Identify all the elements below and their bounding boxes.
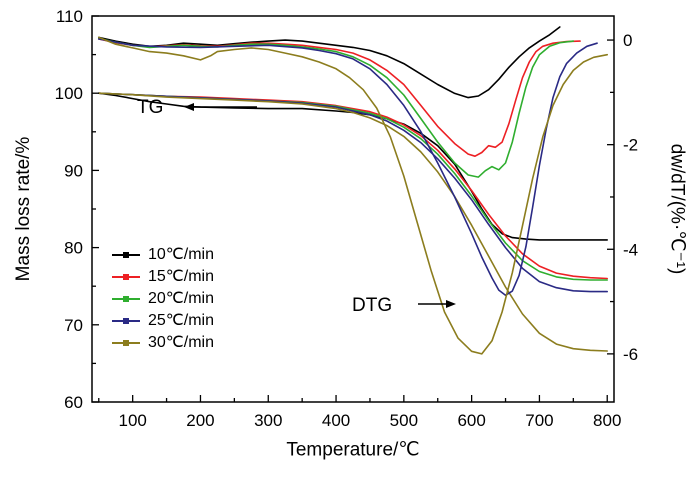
legend-item: 15℃/min (112, 268, 214, 286)
legend-line-marker-icon (112, 338, 140, 348)
y-right-tick-label: -4 (623, 240, 638, 259)
legend-label: 10℃/min (148, 246, 214, 263)
legend-item: 20℃/min (112, 290, 214, 308)
x-tick-label: 100 (118, 411, 146, 430)
x-tick-label: 400 (322, 411, 350, 430)
y-left-tick-label: 90 (64, 161, 83, 180)
annotation-dtg-arrow-head (446, 300, 456, 308)
legend-item: 10℃/min (112, 246, 214, 264)
legend: 10℃/min 15℃/min 20℃/min 25℃/min 30℃/min (112, 246, 214, 352)
series-tg-30 (98, 92, 609, 352)
legend-line-marker-icon (112, 316, 140, 326)
x-axis-label: Temperature/℃ (286, 439, 420, 461)
y-right-tick-label: -2 (623, 136, 638, 155)
x-tick-label: 600 (457, 411, 485, 430)
annotation-dtg-label: DTG (352, 295, 392, 316)
legend-line-marker-icon (112, 272, 140, 282)
series-dtg-20 (98, 37, 575, 178)
legend-item: 30℃/min (112, 334, 214, 352)
x-tick-label: 500 (390, 411, 418, 430)
legend-label: 25℃/min (148, 312, 214, 329)
annotation-tg-arrow-head (184, 103, 194, 111)
y-right-tick-label: -6 (623, 345, 638, 364)
x-tick-label: 800 (593, 411, 621, 430)
legend-label: 15℃/min (148, 268, 214, 285)
x-tick-label: 200 (186, 411, 214, 430)
legend-line-marker-icon (112, 294, 140, 304)
annotation-tg-label: TG (137, 97, 163, 118)
y-left-tick-label: 60 (64, 393, 83, 412)
series-dtg-30 (98, 36, 609, 355)
y-right-tick-label: 0 (623, 31, 632, 50)
legend-item: 25℃/min (112, 312, 214, 330)
y-left-tick-label: 70 (64, 316, 83, 335)
y-left-tick-label: 110 (56, 7, 83, 26)
y-axis-label-left: Mass loss rate/% (13, 136, 34, 282)
legend-label: 20℃/min (148, 290, 214, 307)
x-tick-label: 700 (525, 411, 553, 430)
legend-label: 30℃/min (148, 334, 214, 351)
legend-line-marker-icon (112, 250, 140, 260)
x-tick-label: 300 (254, 411, 282, 430)
series-dtg-10 (98, 26, 561, 99)
y-left-tick-label: 80 (64, 239, 83, 258)
y-left-tick-label: 100 (55, 84, 83, 103)
series-dtg-25 (98, 38, 598, 297)
y-axis-label-right: dw/dT/(%·℃⁻¹) (666, 143, 688, 275)
